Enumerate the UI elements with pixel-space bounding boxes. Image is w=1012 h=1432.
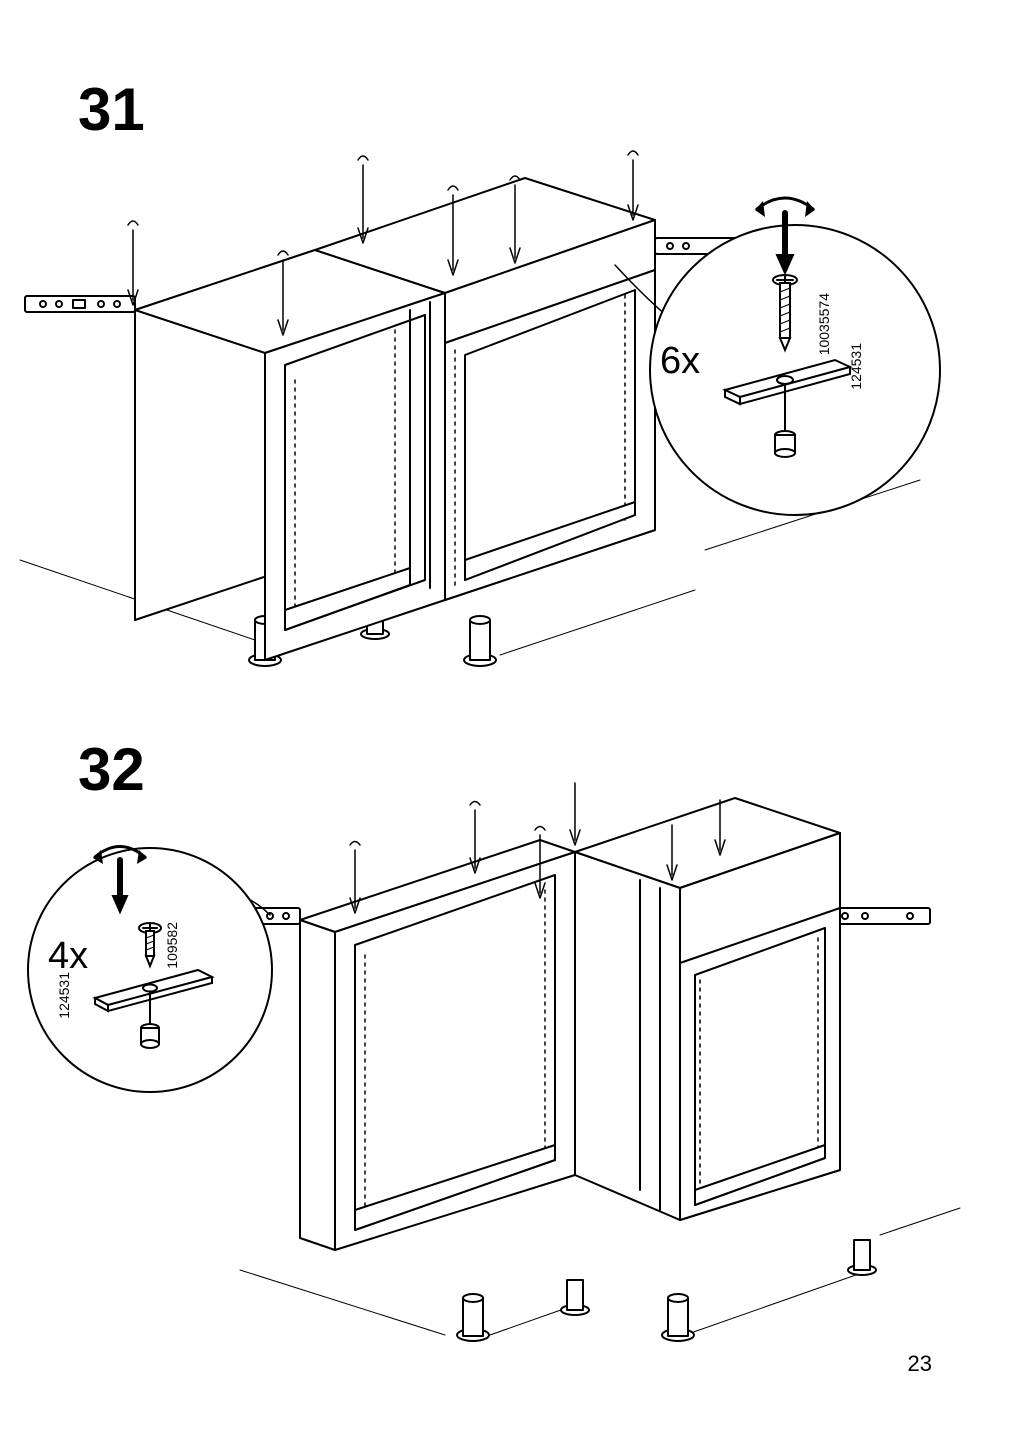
step-31-part-1: 10035574	[816, 293, 832, 355]
step-32-part-1: 109582	[164, 922, 180, 969]
step-31-quantity: 6x	[660, 340, 700, 383]
step-32-part-2: 124531	[56, 972, 72, 1019]
step-number-32: 32	[78, 735, 145, 804]
step-31-part-2: 124531	[848, 343, 864, 390]
step-31-callout	[605, 170, 955, 530]
page-number: 23	[908, 1351, 932, 1377]
instruction-page: 31	[0, 0, 1012, 1432]
